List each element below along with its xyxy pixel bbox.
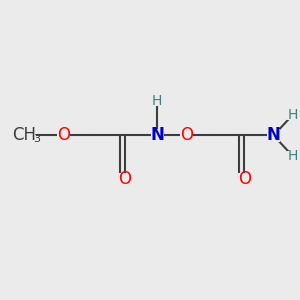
Text: N: N [150,126,164,144]
Bar [118,172,132,186]
Bar [152,95,162,106]
Bar [287,110,298,120]
Text: O: O [57,126,70,144]
Text: CH: CH [12,126,36,144]
Bar [57,129,70,142]
Text: H: H [152,94,162,107]
Text: O: O [118,170,132,188]
Text: 3: 3 [33,134,40,144]
Bar [180,129,193,142]
Bar [267,129,280,142]
Bar [287,151,298,161]
Text: N: N [267,126,280,144]
Bar [238,172,251,186]
Text: H: H [287,108,298,122]
Text: O: O [180,126,193,144]
Bar [16,128,36,143]
Text: O: O [238,170,251,188]
Text: H: H [287,149,298,163]
Bar [151,129,164,142]
